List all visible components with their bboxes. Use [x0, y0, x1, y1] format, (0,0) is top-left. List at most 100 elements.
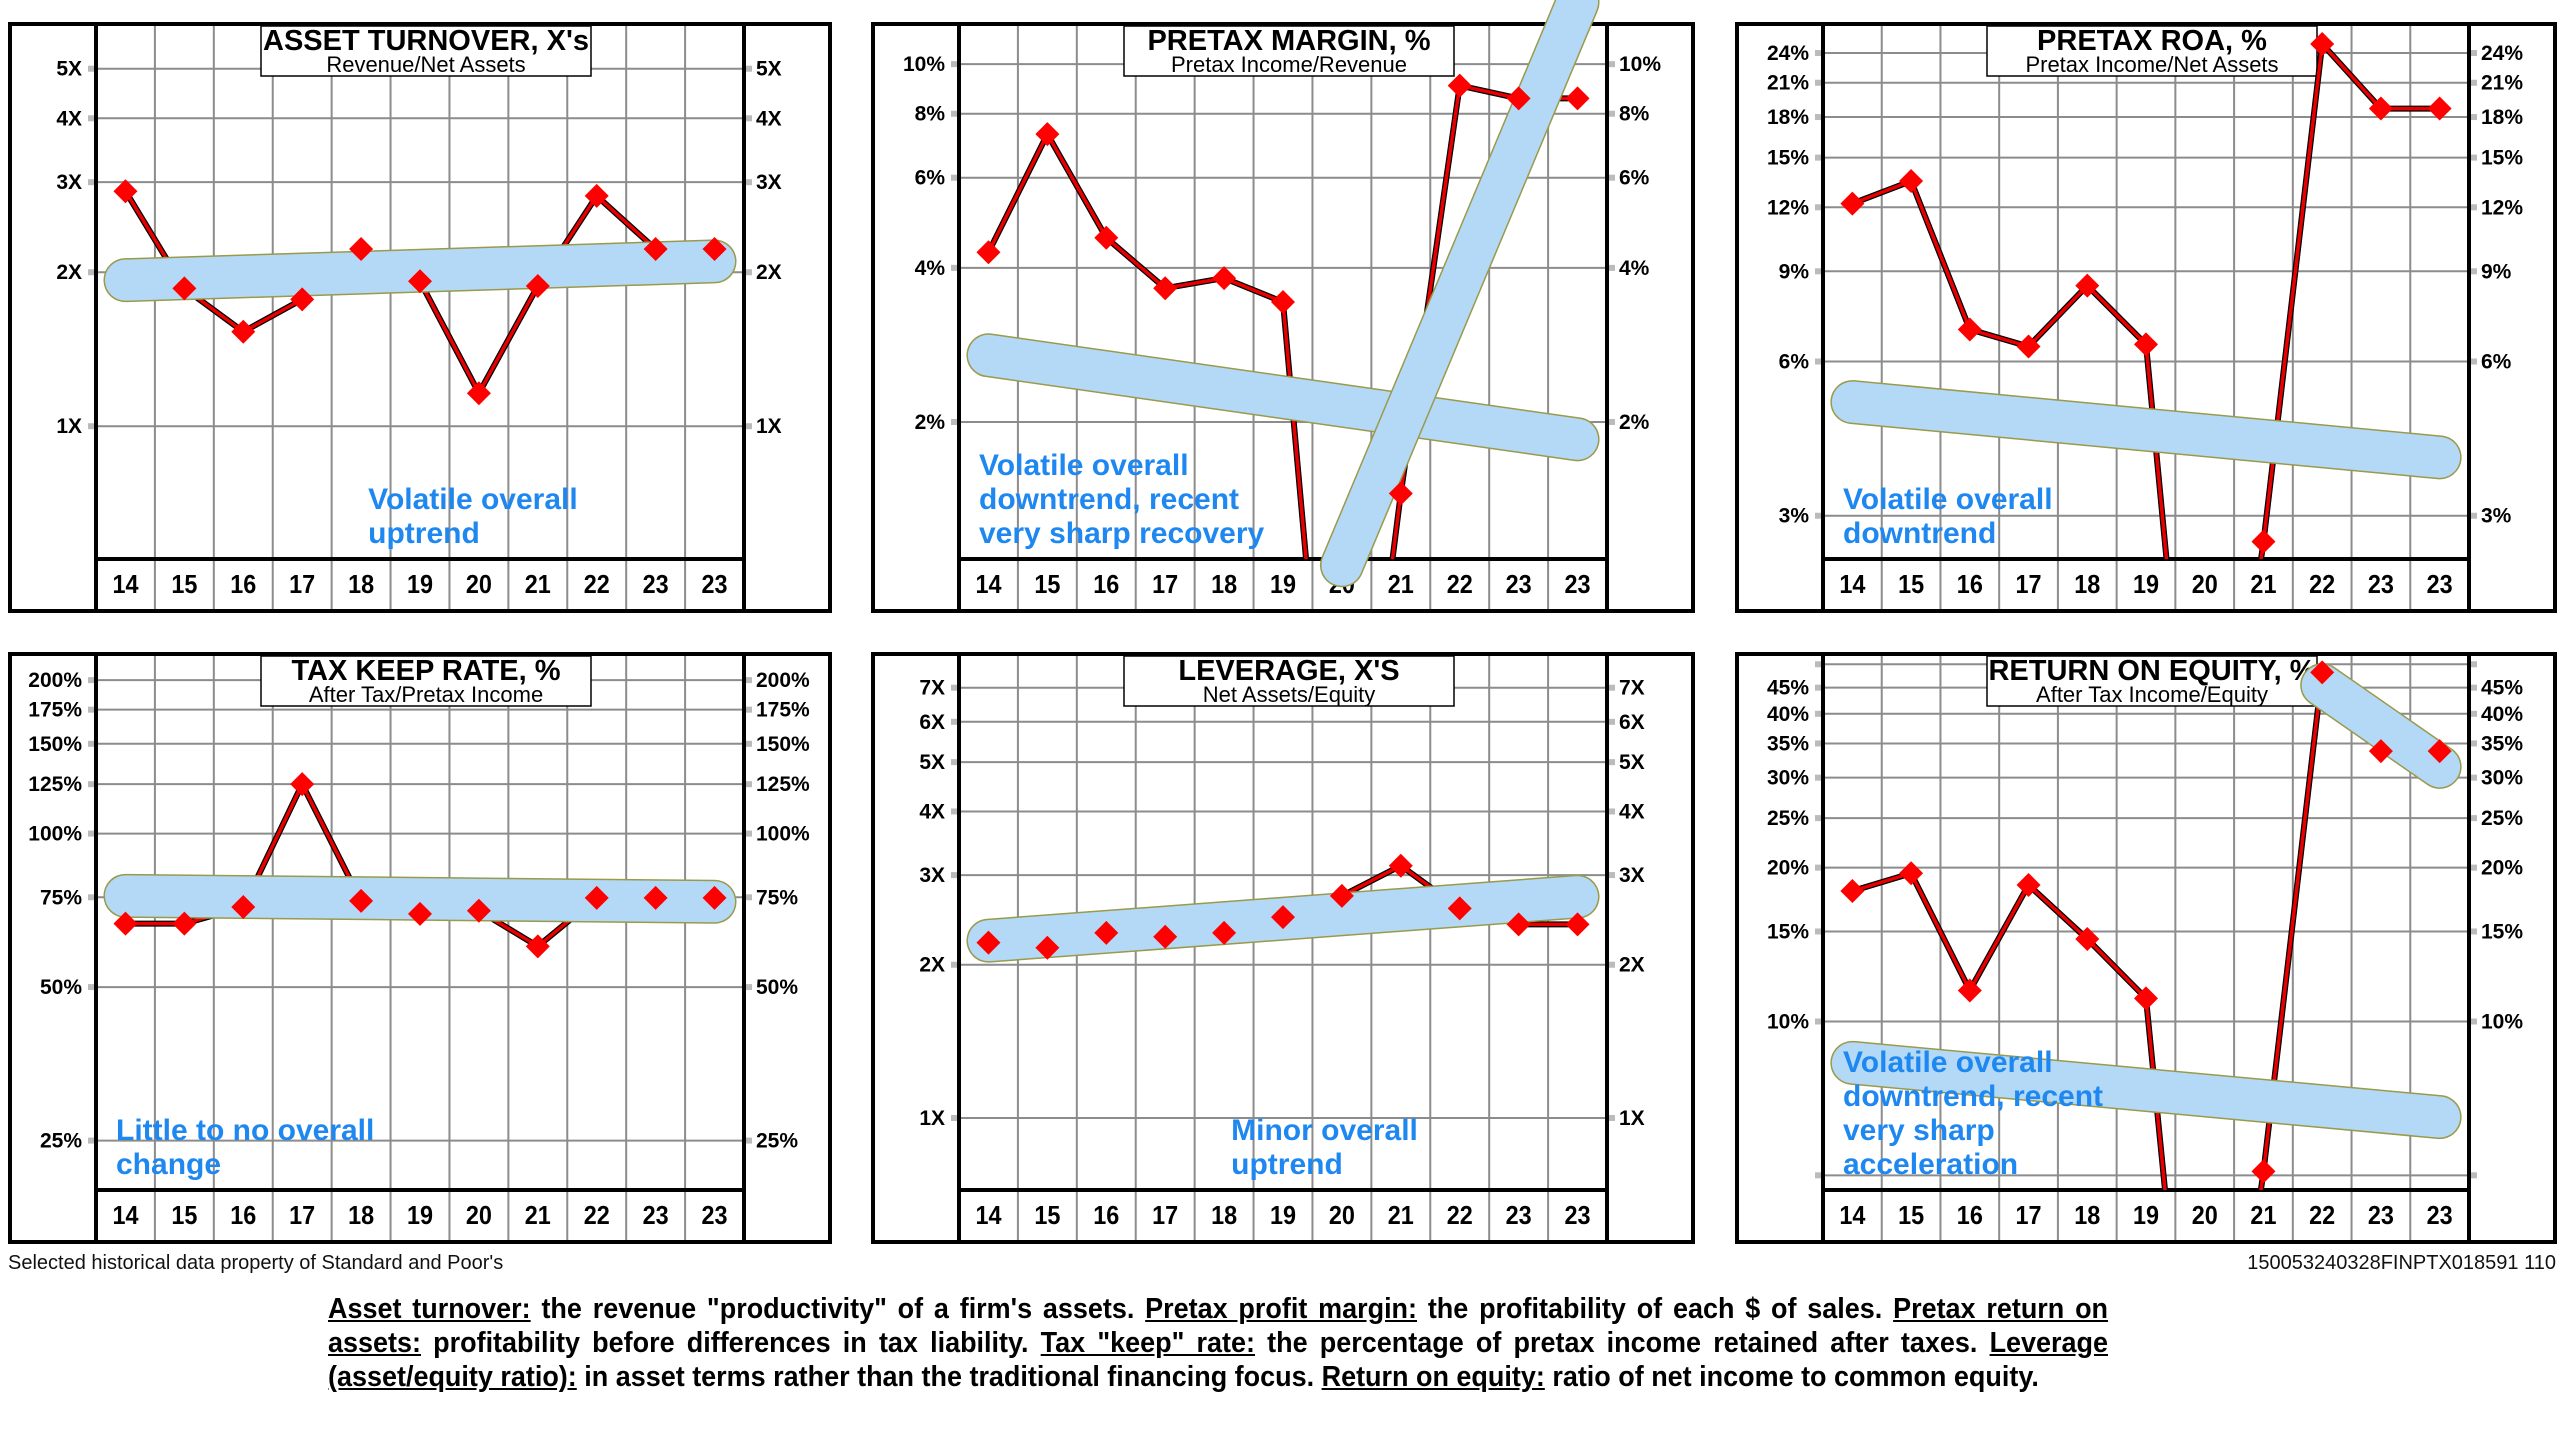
tick-mark-left	[1815, 114, 1825, 121]
y-tick-label-right: 8%	[1619, 103, 1650, 126]
data-point-marker	[231, 894, 256, 919]
tick-mark-left	[951, 1114, 961, 1121]
data-point-marker	[2368, 739, 2393, 764]
trend-note: Minor overall	[1231, 1114, 1418, 1147]
y-tick-label-right: 150%	[756, 733, 810, 756]
y-tick-label-left: 3X	[56, 171, 82, 194]
x-tick-label: 14	[975, 1202, 1001, 1230]
y-tick-label-left: 2X	[919, 954, 945, 977]
title-box	[260, 655, 592, 707]
data-point-marker	[1094, 225, 1119, 250]
y-tick-label-left: 150%	[28, 733, 82, 756]
data-point-marker	[113, 911, 138, 936]
data-point-marker	[1271, 290, 1295, 315]
data-point-marker	[525, 934, 550, 959]
y-tick-label-left: 24%	[1767, 42, 1809, 65]
y-tick-label-right: 10%	[1619, 53, 1661, 76]
x-tick-label: 21	[1388, 1202, 1414, 1230]
x-tick-label: 18	[1211, 571, 1237, 599]
tick-mark-right	[2467, 774, 2477, 781]
legend-term: Asset turnover:	[328, 1293, 531, 1325]
y-tick-label-right: 30%	[2481, 767, 2523, 790]
x-tick-label: 19	[407, 1202, 433, 1230]
chart-subtitle: Pretax Income/Net Assets	[2025, 52, 2278, 77]
tick-mark-left	[1815, 50, 1825, 57]
data-point-marker	[1388, 481, 1413, 506]
legend-text: profitability before differences in tax …	[420, 1327, 1041, 1359]
trend-note: Volatile overall	[1843, 483, 2053, 516]
data-point-marker	[1899, 861, 1924, 886]
trend-band	[1831, 1042, 2461, 1138]
data-point-marker	[290, 772, 315, 797]
y-tick-label-left: 2%	[915, 411, 946, 434]
tick-mark-left	[88, 65, 98, 72]
y-tick-label-left: 25%	[40, 1130, 82, 1153]
x-tick-label: 23	[1565, 1202, 1591, 1230]
trend-note: uptrend	[368, 517, 480, 550]
x-tick-label: 21	[1388, 571, 1414, 599]
chart-title: RETURN ON EQUITY, %	[1988, 655, 2315, 687]
tick-mark-right	[742, 423, 752, 430]
tick-mark-left	[951, 684, 961, 691]
chart-pretax-margin: 10%10%8%8%6%6%4%4%2%2%141516171819202122…	[871, 0, 1695, 613]
y-tick-label-left: 1X	[919, 1107, 945, 1130]
tick-mark-left	[1815, 864, 1825, 871]
title-box	[1986, 25, 2318, 77]
data-point-marker	[2251, 529, 2276, 554]
trend-band	[104, 875, 736, 923]
tick-mark-right	[2467, 512, 2477, 519]
x-tick-label: 15	[1898, 571, 1924, 599]
x-tick-label: 17	[289, 571, 315, 599]
data-point-marker	[172, 276, 197, 301]
data-point-marker	[1271, 905, 1295, 930]
y-tick-label-right: 5X	[1619, 751, 1645, 774]
x-tick-label: 17	[1152, 571, 1178, 599]
y-tick-label-right: 35%	[2481, 732, 2523, 755]
chart-title: LEVERAGE, X'S	[1178, 655, 1399, 687]
tick-mark-right	[742, 781, 752, 788]
legend-term: Return on equity:	[1321, 1361, 1545, 1393]
data-point-marker	[2134, 332, 2158, 357]
y-tick-label-right: 50%	[756, 976, 798, 999]
tick-mark-left	[951, 110, 961, 117]
y-tick-label-right: 5X	[756, 58, 782, 81]
y-tick-label-left: 1X	[56, 415, 82, 438]
tick-mark-right	[742, 894, 752, 901]
y-tick-label-right: 3X	[1619, 864, 1645, 887]
x-tick-label: 17	[2016, 1202, 2042, 1230]
trend-note: downtrend	[1843, 517, 1996, 550]
x-tick-label: 20	[2192, 1202, 2218, 1230]
x-tick-label: 23	[2368, 1202, 2394, 1230]
data-point-marker	[702, 237, 727, 262]
tick-mark-left	[951, 264, 961, 271]
data-point-marker	[976, 240, 1001, 265]
tick-mark-left	[88, 740, 98, 747]
x-tick-label: 23	[2427, 1202, 2453, 1230]
y-tick-label-right: 21%	[2481, 72, 2523, 95]
data-point-marker	[1035, 935, 1060, 960]
data-point-marker	[2310, 31, 2335, 56]
trend-band	[1321, 0, 1599, 586]
x-tick-label: 21	[525, 571, 551, 599]
x-tick-label: 21	[2250, 1202, 2276, 1230]
y-tick-label-left: 35%	[1767, 732, 1809, 755]
tick-mark-right	[1605, 174, 1615, 181]
x-tick-label: 23	[702, 571, 728, 599]
data-point-marker	[1153, 924, 1178, 949]
chart-title: PRETAX ROA, %	[2037, 25, 2267, 57]
data-point-marker	[1212, 266, 1237, 291]
data-point-marker	[1506, 86, 1531, 111]
data-credit: Selected historical data property of Sta…	[8, 1252, 504, 1274]
y-tick-label-right: 175%	[756, 699, 810, 722]
trend-note: Volatile overall	[1843, 1046, 2053, 1079]
trend-note: acceleration	[1843, 1148, 2018, 1181]
y-tick-label-right: 1X	[1619, 1107, 1645, 1130]
chart-svg: 200% 200% 175% 175% 150% 150% 125% 125% 100% 100%…	[28, 655, 810, 1240]
y-tick-label-left: 2X	[56, 261, 82, 284]
x-tick-label: 16	[1957, 571, 1983, 599]
tick-mark-left	[88, 677, 98, 684]
y-tick-label-left: 21%	[1767, 72, 1809, 95]
x-tick-label: 22	[584, 1202, 610, 1230]
y-tick-label-right: 45%	[2481, 677, 2523, 700]
x-tick-label: 15	[171, 571, 197, 599]
